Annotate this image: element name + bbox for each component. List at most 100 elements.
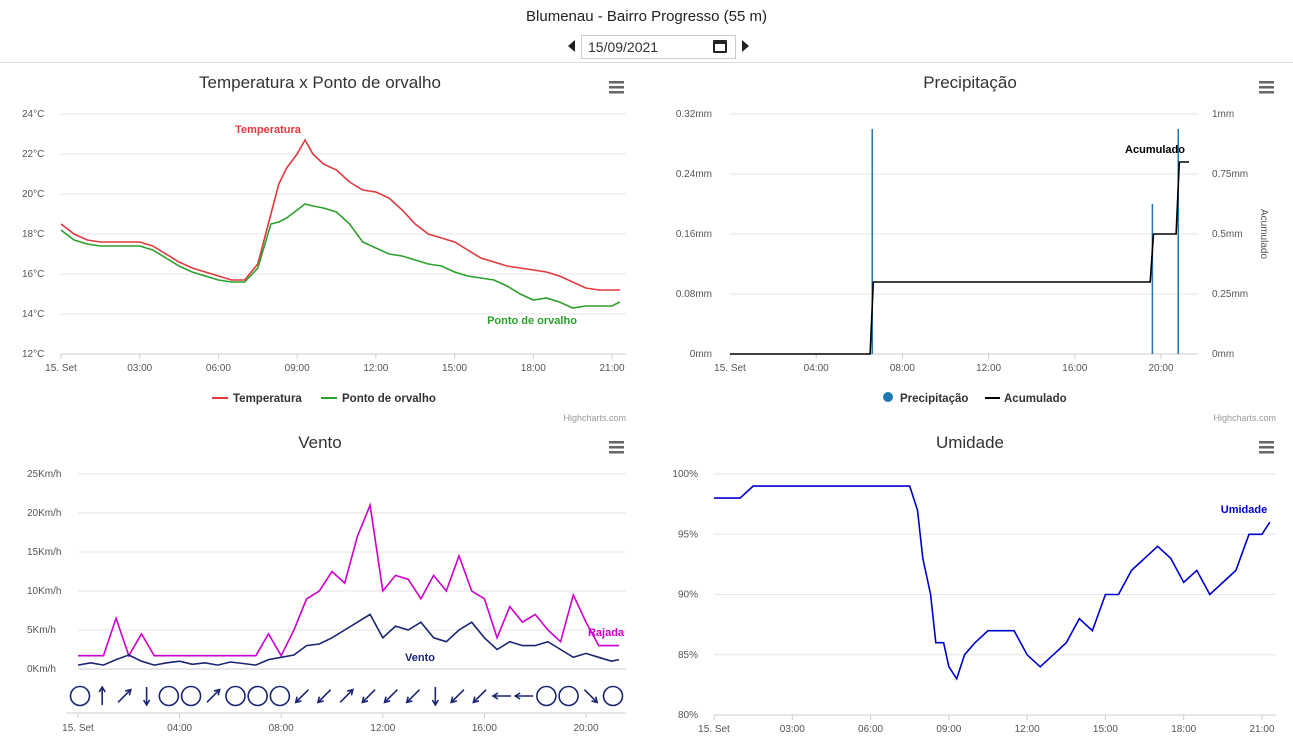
arrow-shape <box>431 687 440 707</box>
x-tick-label: 12:00 <box>1015 724 1040 735</box>
x-tick-label: 08:00 <box>890 363 915 374</box>
wind-direction-arrow-icon <box>206 688 221 703</box>
series-rajada-line <box>78 502 619 658</box>
date-navigation: 15/09/2021 <box>0 35 1293 61</box>
chart-menu-icon[interactable] <box>609 81 624 94</box>
menu-bar <box>609 441 624 444</box>
y-tick-label: 14°C <box>22 309 44 320</box>
previous-day-button[interactable] <box>568 40 575 52</box>
y-tick-label: 0mm <box>690 349 712 360</box>
y-tick-label: 15Km/h <box>27 547 61 558</box>
chart-title: Temperatura x Ponto de orvalho <box>199 73 441 92</box>
menu-bar <box>609 86 624 89</box>
precipitation-chart-panel: Precipitação 0mm 0.08mm 0.16mm 0.24mm 0.32mm 0… <box>650 66 1290 426</box>
arrow-shape <box>294 689 310 704</box>
credits-link[interactable]: Highcharts.com <box>563 413 626 423</box>
arrow-shape <box>98 685 106 705</box>
y-tick-label-right: 0.5mm <box>1212 229 1243 240</box>
wind-calm-icon <box>558 685 579 707</box>
y-tick-label: 5Km/h <box>27 625 56 636</box>
temperature-chart-panel: Temperatura x Ponto de orvalho 12°C 14°C 16… <box>0 66 640 426</box>
wind-chart-panel: Vento 0Km/h 5Km/h 10Km/h 15Km/h 20Km/h 25Km/h 1… <box>0 426 640 741</box>
x-tick-label: 15. Set <box>714 363 746 374</box>
y-tick-label: 0.24mm <box>676 169 712 180</box>
wind-direction-arrow-icon <box>316 689 332 704</box>
series-temperatura-line <box>60 138 620 291</box>
x-tick-label: 12:00 <box>363 363 388 374</box>
arrow-shape <box>339 688 354 703</box>
credits-link[interactable]: Highcharts.com <box>1213 413 1276 423</box>
legend-item-precipitacao[interactable]: Precipitação <box>900 393 968 405</box>
x-tick-label: 16:00 <box>472 723 497 734</box>
y-tick-label: 25Km/h <box>27 469 61 480</box>
legend-item-acumulado[interactable]: Acumulado <box>1004 393 1067 405</box>
arrow-shape <box>513 692 534 700</box>
legend-item-temperatura[interactable]: Temperatura <box>233 393 302 405</box>
y-tick-label: 90% <box>678 590 698 601</box>
wind-direction-arrow-icon <box>339 688 354 703</box>
arrow-shape <box>450 689 465 704</box>
menu-bar <box>609 91 624 94</box>
arrow-shape <box>583 689 599 704</box>
chart-menu-icon[interactable] <box>609 441 624 454</box>
x-tick-label: 15. Set <box>45 363 77 374</box>
arrow-shape <box>117 688 132 703</box>
calendar-icon[interactable] <box>713 40 727 53</box>
y-tick-label-right: 0mm <box>1212 349 1234 360</box>
legend-symbol-precipitacao <box>883 392 893 402</box>
chart-title: Vento <box>298 433 342 452</box>
wind-direction-arrow-icon <box>405 689 421 704</box>
y-tick-label: 0.16mm <box>676 229 712 240</box>
wind-direction-arrow-icon <box>450 689 465 704</box>
menu-bar <box>1259 81 1274 84</box>
arrow-shape <box>316 689 332 704</box>
x-tick-label: 12:00 <box>976 363 1001 374</box>
wind-calm-icon <box>269 685 291 707</box>
x-tick-label: 21:00 <box>599 363 624 374</box>
legend-item-ponto-de-orvalho[interactable]: Ponto de orvalho <box>342 393 436 405</box>
menu-bar <box>1259 86 1274 89</box>
y-tick-label: 0.08mm <box>676 289 712 300</box>
humidity-chart: Umidade 80% 85% 90% 95% 100% 15. Set 03:00 06:00… <box>672 433 1276 735</box>
series-umidade-line <box>714 485 1271 681</box>
y-tick-label: 80% <box>678 710 698 721</box>
y-tick-label: 0Km/h <box>27 664 56 675</box>
x-tick-label: 16:00 <box>1062 363 1087 374</box>
y-axis-title-right: Acumulado <box>1258 209 1269 259</box>
wind-chart: Vento 0Km/h 5Km/h 10Km/h 15Km/h 20Km/h 25Km/h 1… <box>27 433 626 734</box>
arrow-shape <box>361 689 376 704</box>
arrow-shape <box>405 689 421 704</box>
x-tick-label: 15. Set <box>698 724 730 735</box>
y-tick-label-right: 0.75mm <box>1212 169 1248 180</box>
y-tick-label: 16°C <box>22 269 44 280</box>
series-ponto-de-orvalho-line <box>60 203 621 309</box>
y-tick-label: 24°C <box>22 109 44 120</box>
wind-direction-arrow-icon <box>361 689 376 704</box>
wind-direction-arrow-icon <box>583 689 599 704</box>
x-tick-label: 15:00 <box>1093 724 1118 735</box>
x-tick-label: 15. Set <box>62 723 94 734</box>
date-input[interactable]: 15/09/2021 <box>581 35 736 59</box>
next-day-button[interactable] <box>742 40 749 52</box>
chart-menu-icon[interactable] <box>1259 441 1274 454</box>
y-tick-label: 95% <box>678 529 698 540</box>
wind-calm-icon <box>158 685 180 707</box>
wind-direction-arrow-icon <box>294 689 310 704</box>
x-tick-label: 03:00 <box>780 724 805 735</box>
data-label-ponto-de-orvalho: Ponto de orvalho <box>487 315 577 327</box>
x-tick-label: 06:00 <box>206 363 231 374</box>
humidity-chart-panel: Umidade 80% 85% 90% 95% 100% 15. Set 03:00 06:00… <box>650 426 1290 741</box>
wind-calm-icon <box>69 685 91 707</box>
y-tick-label: 100% <box>672 469 698 480</box>
data-label-vento: Vento <box>405 652 435 664</box>
wind-calm-icon <box>247 685 268 707</box>
x-tick-label: 15:00 <box>442 363 467 374</box>
menu-bar <box>1259 446 1274 449</box>
chart-menu-icon[interactable] <box>1259 81 1274 94</box>
precipitation-chart: Precipitação 0mm 0.08mm 0.16mm 0.24mm 0.32mm 0… <box>676 73 1276 423</box>
y-tick-label-right: 1mm <box>1212 109 1234 120</box>
arrow-shape <box>142 687 151 707</box>
y-tick-label: 10Km/h <box>27 586 61 597</box>
series-acumulado-line <box>730 161 1189 355</box>
y-tick-label: 20°C <box>22 189 44 200</box>
